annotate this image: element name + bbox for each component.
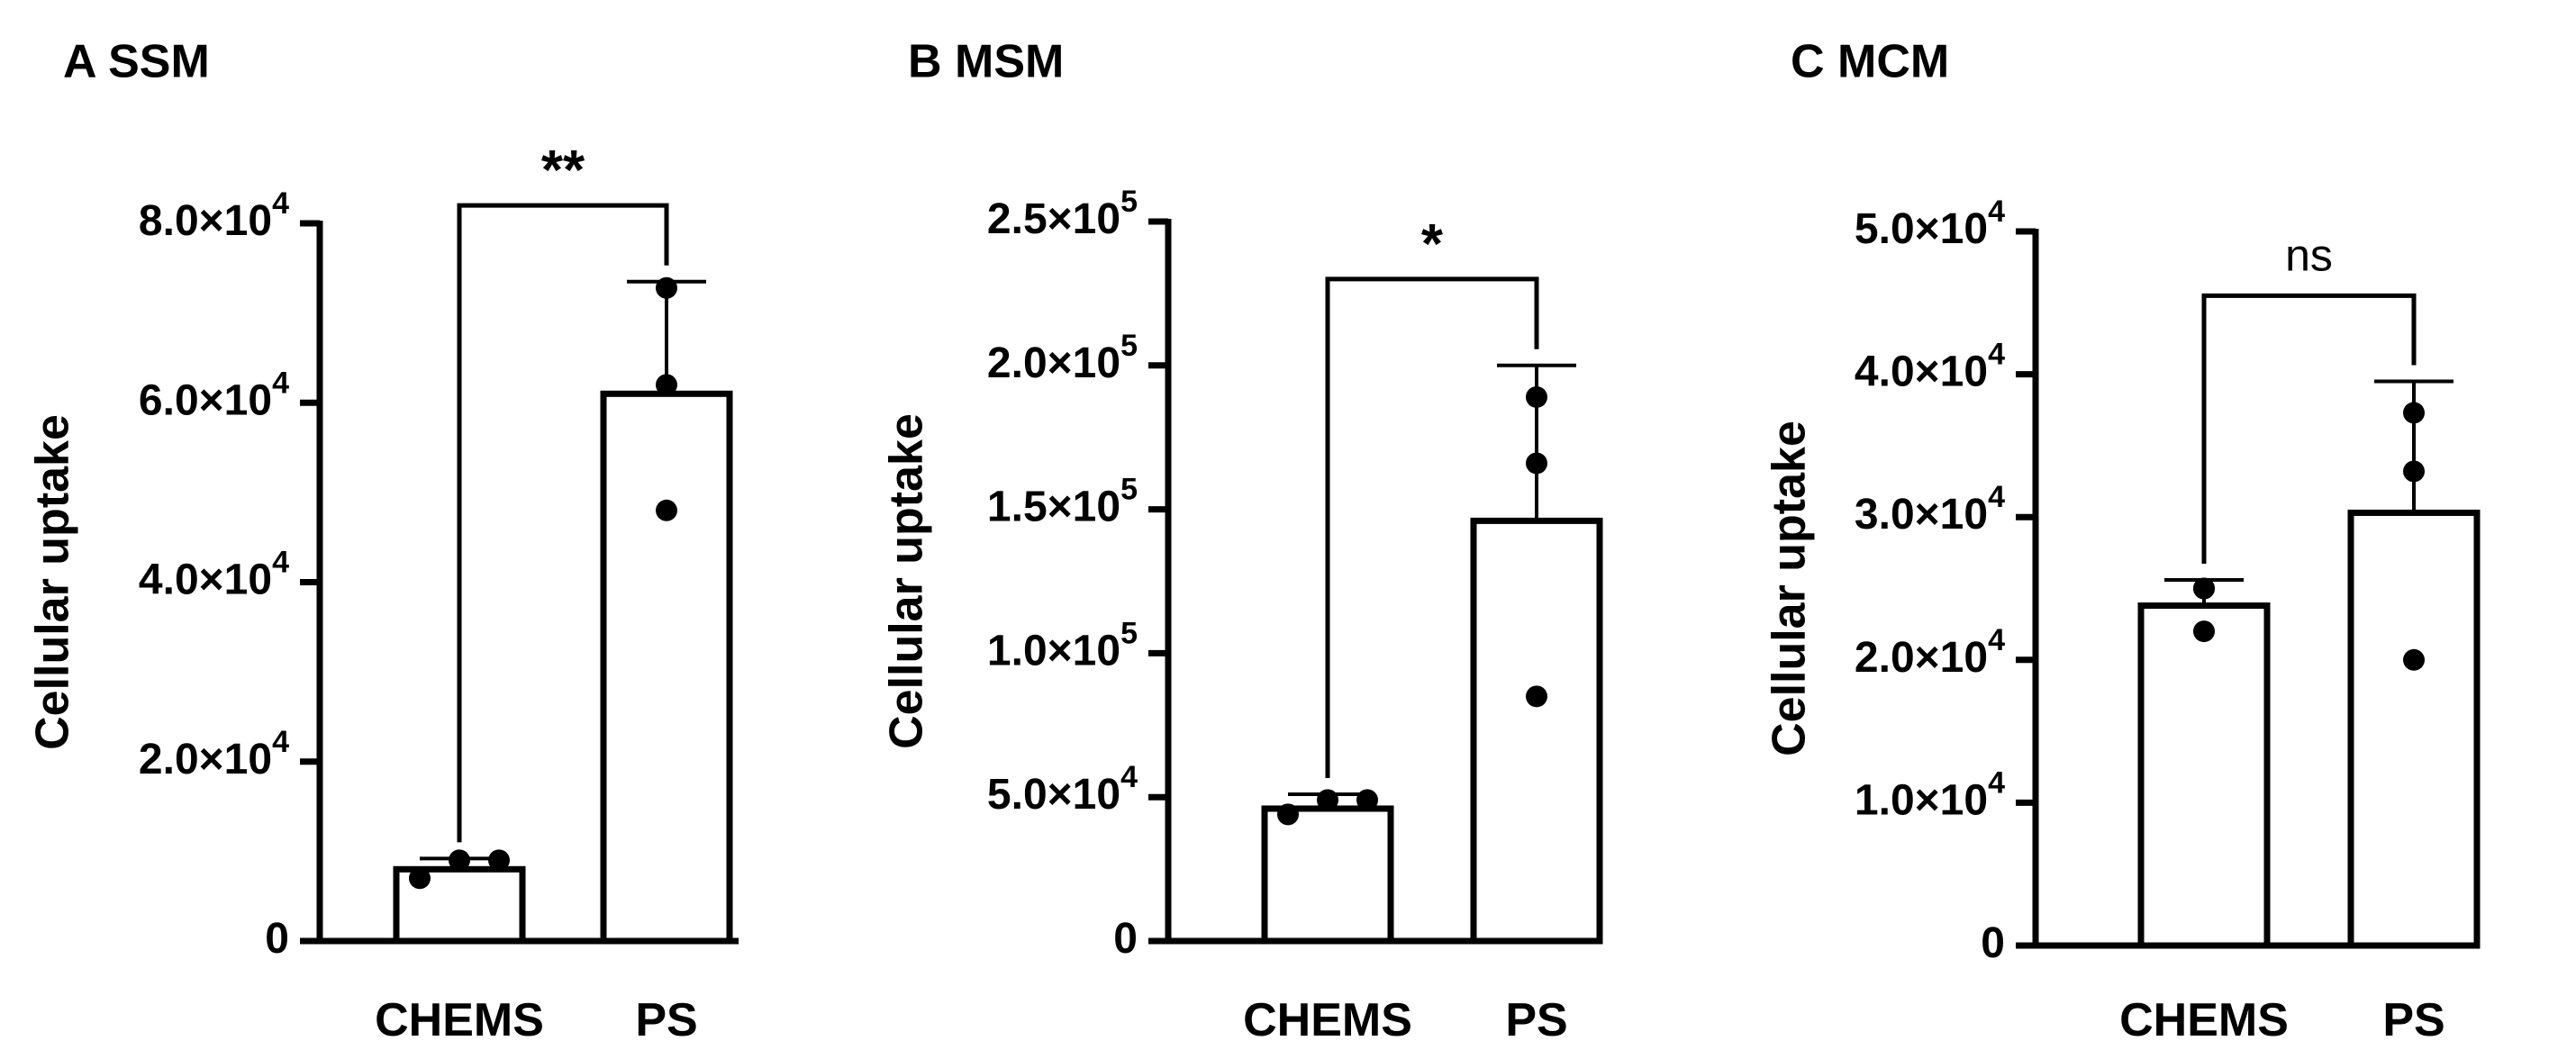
x-category-label: PS [2382,994,2444,1046]
y-tick-label: 8.0×104 [139,186,289,245]
data-point [1526,685,1547,708]
panel-label: C MCM [1791,36,1949,88]
chart-panel-3: C MCM Cellular uptake 0 1.0×104 2.0×104 3.0×1… [1764,36,2481,1046]
y-tick-label: 2.0×104 [1855,623,2005,682]
data-point [1526,385,1547,408]
x-category-label: CHEMS [1243,994,1412,1046]
y-tick-label: 5.0×104 [987,760,1138,819]
data-point [449,849,470,872]
y-tick-label: 3.0×104 [1855,480,2005,539]
y-tick-label: 0 [1113,915,1138,963]
y-tick-label: 4.0×104 [139,545,289,603]
x-category-label: CHEMS [2119,994,2289,1046]
bar-ps [600,390,733,945]
data-point [1317,789,1338,811]
y-axis-title: Cellular uptake [27,414,79,750]
x-category-label: PS [635,994,697,1046]
significance-label: ns [2285,230,2333,280]
data-point [409,867,431,890]
y-tick-label: 6.0×104 [139,366,289,424]
significance-bracket [2201,293,2417,564]
y-tick-label: 1.0×104 [1855,765,2005,824]
data-point [2193,620,2215,643]
data-point [1356,789,1378,811]
y-tick-label: 1.0×105 [987,616,1138,674]
significance-label: * [1421,213,1444,276]
panel-label: B MSM [908,36,1064,88]
y-tick-label: 2.0×104 [139,725,289,783]
data-point [1526,452,1547,475]
data-point [2403,648,2425,671]
significance-bracket [1325,276,1539,779]
y-tick-label: 5.0×104 [1855,195,2005,253]
y-axis-title: Cellular uptake [1764,421,1816,756]
y-tick-label: 4.0×104 [1855,338,2005,396]
y-tick-label: 0 [1981,919,2005,967]
data-point [2193,577,2215,600]
bar-chems [1261,805,1394,945]
y-tick-label: 2.5×105 [987,185,1138,243]
significance-label: ** [541,140,585,202]
bar-chems [2137,602,2271,949]
bar-ps [2347,509,2481,949]
y-tick-label: 2.0×105 [987,329,1138,387]
data-point [2403,460,2425,483]
data-point [488,849,510,872]
data-point [1277,803,1299,826]
data-point [656,276,677,299]
bar-ps [1470,517,1603,945]
data-point [656,499,677,521]
data-point [656,374,677,396]
y-tick-label: 1.5×105 [987,473,1138,531]
y-tick-label: 0 [265,915,289,963]
y-axis-title: Cellular uptake [881,413,933,749]
panel-label: A SSM [63,36,210,88]
chart-panel-2: B MSM Cellular uptake 0 5.0×104 1.0×105 1.5×1… [881,36,1603,1046]
x-category-label: PS [1505,994,1567,1046]
chart-panel-1: A SSM Cellular uptake 0 2.0×104 4.0×104 6.0×1… [27,36,739,1046]
x-category-label: CHEMS [375,994,544,1046]
significance-bracket [457,203,669,843]
bar-chems [393,865,526,945]
data-point [2403,402,2425,424]
